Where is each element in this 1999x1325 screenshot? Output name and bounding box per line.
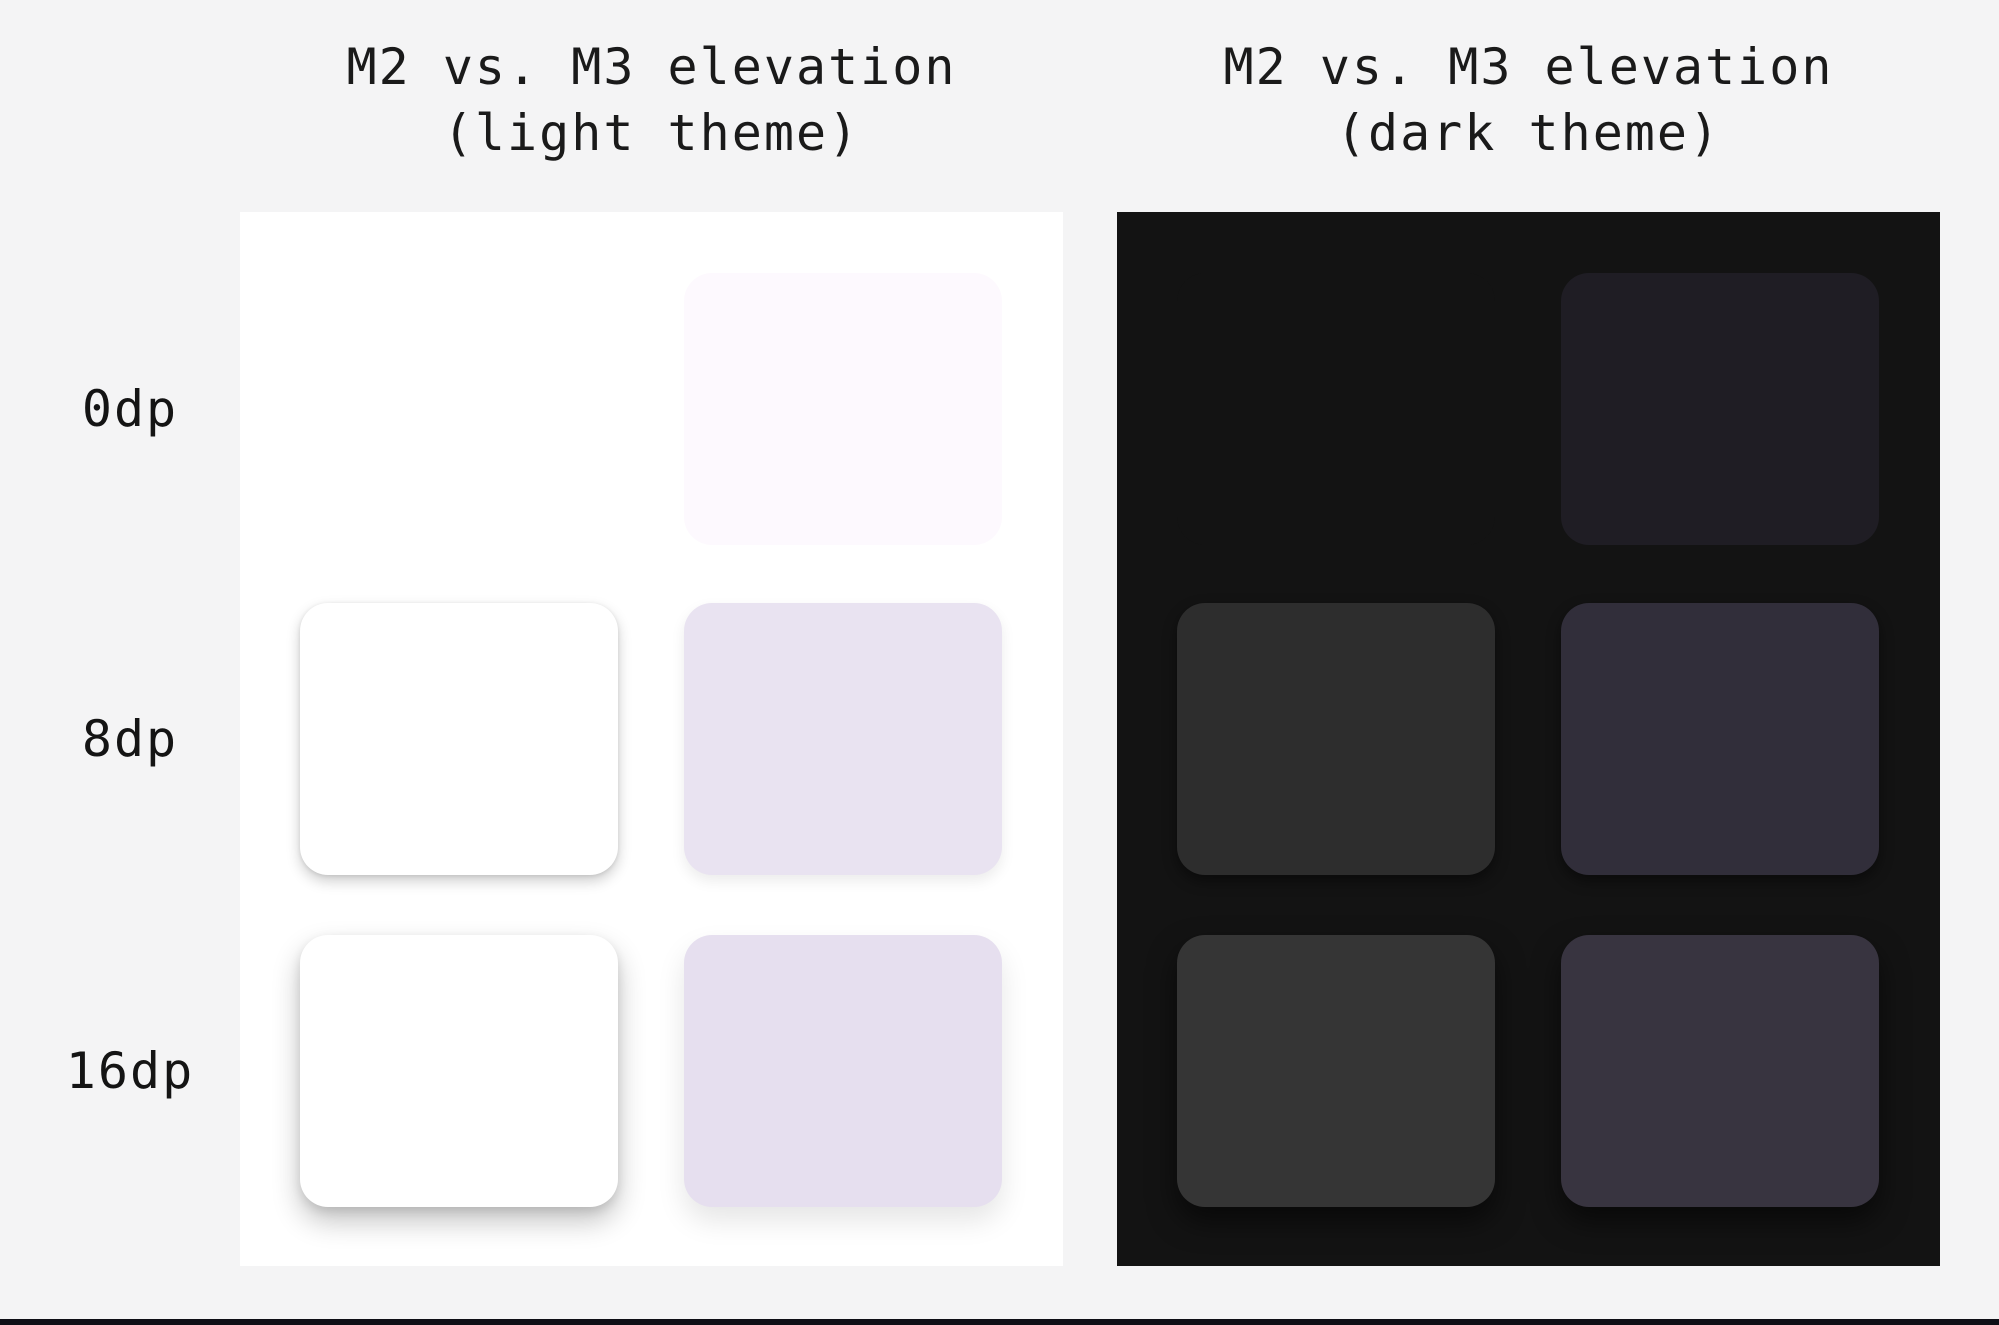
card-m3-0dp-light: [684, 273, 1002, 545]
light-panel-title-line2: (light theme): [442, 104, 861, 162]
card-m3-0dp-dark: [1561, 273, 1879, 545]
light-panel-title: M2 vs. M3 elevation (light theme): [240, 34, 1063, 166]
row-label-0dp: 0dp: [81, 380, 179, 438]
card-m3-16dp-dark: [1561, 935, 1879, 1207]
card-m3-16dp-light: [684, 935, 1002, 1207]
dark-theme-panel: [1117, 212, 1940, 1266]
card-m2-16dp-light: [300, 935, 618, 1207]
dark-panel-title-line2: (dark theme): [1335, 104, 1722, 162]
bottom-edge-bar: [0, 1319, 1999, 1325]
card-m3-8dp-dark: [1561, 603, 1879, 875]
dark-panel-title-line1: M2 vs. M3 elevation: [1223, 38, 1834, 96]
card-m2-0dp-dark: [1177, 273, 1495, 545]
card-m2-8dp-light: [300, 603, 618, 875]
row-label-16dp: 16dp: [65, 1042, 195, 1100]
dark-panel-title: M2 vs. M3 elevation (dark theme): [1117, 34, 1940, 166]
light-theme-panel: [240, 212, 1063, 1266]
card-m3-8dp-light: [684, 603, 1002, 875]
card-m2-0dp-light: [300, 273, 618, 545]
row-label-8dp: 8dp: [81, 710, 179, 768]
card-m2-8dp-dark: [1177, 603, 1495, 875]
light-panel-title-line1: M2 vs. M3 elevation: [346, 38, 957, 96]
card-m2-16dp-dark: [1177, 935, 1495, 1207]
